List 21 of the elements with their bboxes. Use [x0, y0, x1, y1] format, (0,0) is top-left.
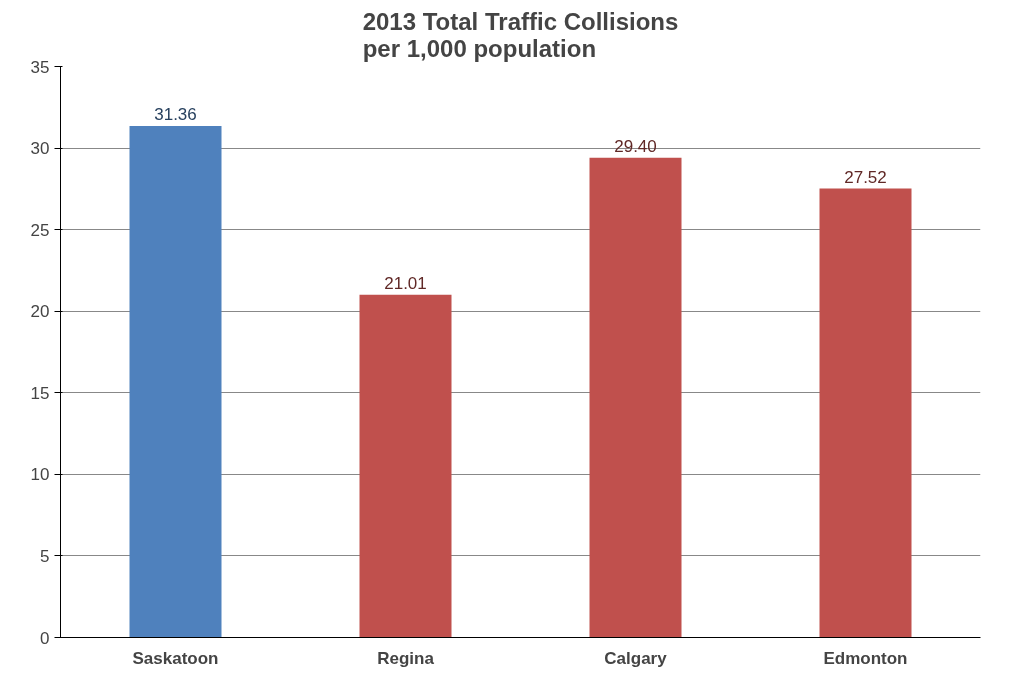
y-tick-label: 20 [30, 302, 50, 322]
data-label: 29.40 [614, 136, 657, 156]
y-tick-label: 25 [30, 220, 50, 240]
data-label: 21.01 [384, 273, 427, 293]
x-tick-label: Regina [377, 648, 435, 668]
bar [129, 125, 222, 638]
data-label: 31.36 [154, 104, 197, 124]
y-tick-label: 10 [30, 465, 50, 485]
x-tick-label: Saskatoon [132, 648, 219, 668]
bar [589, 157, 682, 638]
data-label: 27.52 [844, 167, 887, 187]
y-tick-label: 0 [40, 628, 50, 648]
x-tick-label: Calgary [604, 648, 668, 668]
y-tick-label: 30 [30, 139, 50, 159]
y-tick-label: 15 [30, 383, 50, 403]
bar [359, 294, 452, 638]
y-tick-label: 35 [30, 57, 50, 77]
bar [819, 188, 912, 638]
x-tick-label: Edmonton [823, 648, 908, 668]
chart-title: 2013 Total Traffic Collisions per 1,000 population [362, 7, 679, 62]
y-tick-label: 5 [40, 546, 50, 566]
